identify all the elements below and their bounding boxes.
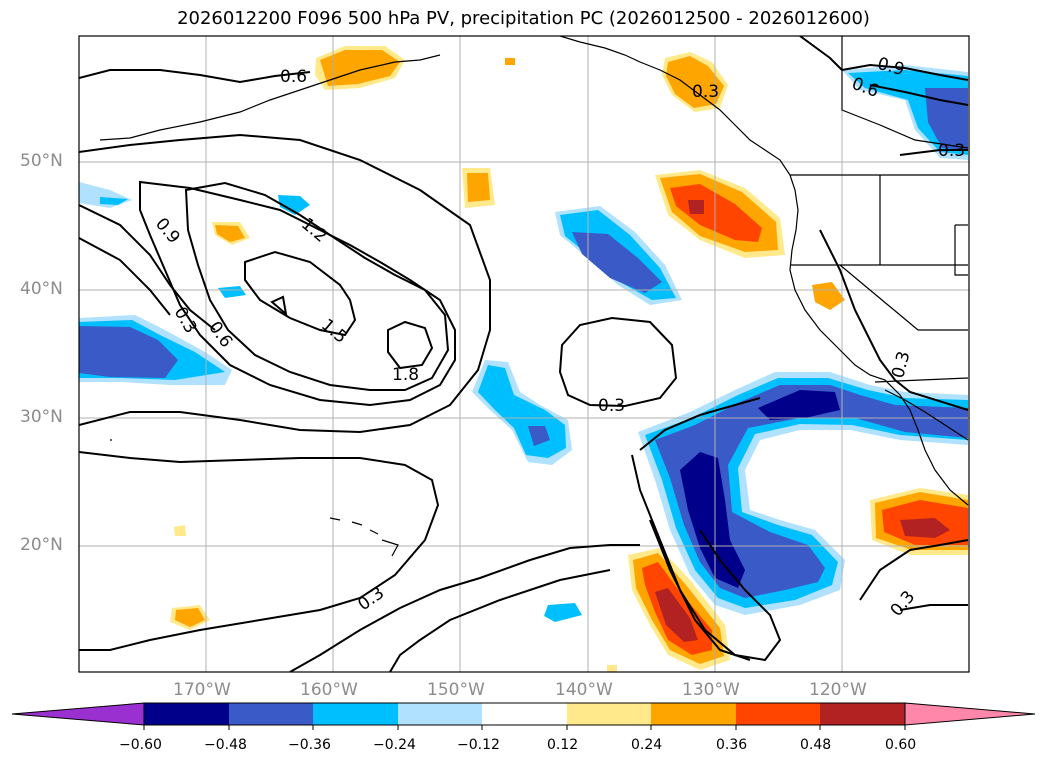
precip-neg-area bbox=[478, 365, 566, 458]
contour-label: 1.5 bbox=[317, 315, 351, 348]
colorbar-tick-label: −0.36 bbox=[288, 737, 331, 753]
precip-neg-area bbox=[218, 286, 246, 298]
contour-label: 0.3 bbox=[598, 396, 625, 416]
contour-label: 1.2 bbox=[297, 214, 331, 247]
colorbar-segment bbox=[398, 703, 482, 725]
precip-pos-area bbox=[174, 525, 186, 536]
precip-neg-area bbox=[544, 603, 582, 622]
map-title: 2026012200 F096 500 hPa PV, precipitatio… bbox=[177, 8, 870, 29]
colorbar-tick-label: −0.24 bbox=[373, 737, 416, 753]
precipitation-fill-layer bbox=[79, 46, 968, 672]
colorbar-tick-label: 0.24 bbox=[631, 737, 663, 753]
colorbar-segment bbox=[482, 703, 567, 725]
precip-pos-area bbox=[320, 50, 400, 86]
lat-label-40n: 40°N bbox=[20, 279, 63, 299]
contour-label: 0.6 bbox=[280, 67, 307, 87]
precip-pos-area bbox=[215, 225, 245, 242]
lon-label-170w: 170°W bbox=[173, 680, 231, 700]
precip-pos-area bbox=[655, 588, 698, 642]
precip-neg-area bbox=[528, 426, 550, 446]
lat-label-20n: 20°N bbox=[20, 535, 63, 555]
precip-neg-area bbox=[655, 385, 968, 598]
colorbar-segment bbox=[736, 703, 820, 725]
precip-pos-area bbox=[666, 56, 724, 108]
precip-pos-area bbox=[467, 173, 490, 202]
precip-pos-area bbox=[688, 200, 704, 214]
colorbar-tick-label: 0.60 bbox=[885, 737, 917, 753]
colorbar-segment bbox=[567, 703, 651, 725]
contour-label: 0.3 bbox=[938, 141, 965, 161]
lon-label-160w: 160°W bbox=[300, 680, 358, 700]
precip-pos-area bbox=[900, 518, 950, 538]
colorbar-extend-left bbox=[11, 702, 145, 726]
lat-label-50n: 50°N bbox=[20, 151, 63, 171]
map-frame bbox=[78, 35, 970, 673]
colorbar-segment bbox=[820, 703, 905, 725]
lat-label-30n: 30°N bbox=[20, 407, 63, 427]
lon-label-120w: 120°W bbox=[809, 680, 867, 700]
pv-contours bbox=[79, 36, 969, 672]
colorbar-tick-label: −0.60 bbox=[119, 737, 162, 753]
contour-label: 0.6 bbox=[204, 318, 236, 352]
precip-neg-area bbox=[758, 390, 840, 420]
contour-label: 0.3 bbox=[887, 587, 920, 621]
precip-neg-area bbox=[100, 197, 128, 205]
contour-label: 1.8 bbox=[392, 365, 419, 385]
precip-neg-area bbox=[79, 326, 178, 378]
contour-label: 0.9 bbox=[151, 214, 184, 248]
graticule bbox=[79, 36, 969, 672]
contour-label: 0.3 bbox=[170, 304, 201, 337]
precip-neg-area bbox=[572, 232, 662, 293]
colorbar-tick-label: −0.48 bbox=[204, 737, 247, 753]
coastlines bbox=[99, 36, 969, 557]
colorbar-tick-label: 0.12 bbox=[547, 737, 579, 753]
contour-labels: 0.6 0.9 0.3 0.6 1.2 1.5 1.8 0.3 0.3 0.3 … bbox=[151, 54, 965, 621]
colorbar-tick-label: 0.48 bbox=[800, 737, 832, 753]
precip-pos-area bbox=[670, 184, 762, 242]
precip-pos-area bbox=[175, 608, 205, 627]
colorbar-segment bbox=[651, 703, 736, 725]
colorbar-tick-label: 0.36 bbox=[716, 737, 748, 753]
colorbar-segment bbox=[144, 703, 229, 725]
colorbar-tick-label: −0.12 bbox=[457, 737, 500, 753]
precip-neg-area bbox=[278, 195, 310, 215]
colorbar bbox=[11, 702, 1036, 730]
contour-label: 0.3 bbox=[354, 583, 388, 615]
contour-label: 0.3 bbox=[692, 82, 719, 102]
precip-pos-area bbox=[505, 58, 515, 65]
lon-label-150w: 150°W bbox=[427, 680, 485, 700]
precip-neg-area bbox=[680, 452, 745, 588]
lon-label-130w: 130°W bbox=[682, 680, 740, 700]
precip-pos-area bbox=[812, 282, 845, 310]
colorbar-segment bbox=[229, 703, 313, 725]
lon-label-140w: 140°W bbox=[555, 680, 613, 700]
colorbar-segment bbox=[313, 703, 398, 725]
precip-pos-area bbox=[607, 665, 617, 672]
colorbar-extend-right bbox=[904, 702, 1036, 726]
contour-label: 0.3 bbox=[888, 349, 914, 380]
